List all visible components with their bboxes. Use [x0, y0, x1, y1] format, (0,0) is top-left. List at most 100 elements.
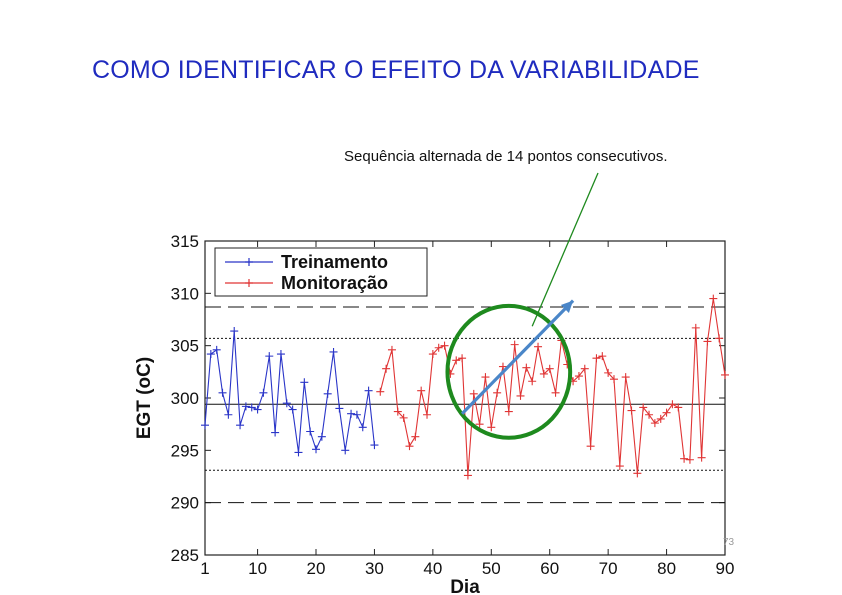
series-point	[580, 364, 589, 373]
y-tick-label: 315	[171, 232, 199, 251]
series-point	[201, 421, 209, 430]
series-point	[633, 469, 642, 478]
series-point	[241, 402, 250, 411]
y-tick-label: 310	[171, 284, 199, 303]
series-point	[230, 327, 239, 336]
y-axis-label: EGT (oC)	[134, 357, 155, 439]
series-point	[300, 378, 309, 387]
x-tick-label: 70	[599, 559, 618, 578]
trend-arrow-shaft	[460, 299, 575, 415]
series-point	[539, 369, 548, 378]
control-lines-layer	[205, 306, 725, 504]
series-point	[493, 388, 502, 397]
series-point	[586, 442, 595, 451]
series-point	[674, 403, 683, 412]
series-point	[428, 350, 437, 359]
series-point	[335, 404, 344, 413]
series-point	[498, 362, 507, 371]
series-point	[680, 454, 689, 463]
series-point	[341, 446, 350, 455]
series-point	[650, 419, 659, 428]
x-tick-label: 60	[540, 559, 559, 578]
series-point	[382, 364, 391, 373]
series-point	[271, 428, 280, 437]
series-point	[352, 410, 361, 419]
series-line-1	[379, 298, 726, 476]
series-point	[347, 409, 356, 418]
series-point	[376, 387, 385, 396]
series-point	[715, 334, 724, 343]
series-point	[662, 408, 671, 417]
series-point	[463, 471, 472, 480]
y-tick-label: 300	[171, 389, 199, 408]
trend-arrow-head	[560, 300, 574, 313]
series-point	[312, 445, 321, 454]
y-tick-label: 295	[171, 441, 199, 460]
series-point	[703, 337, 712, 346]
series-point	[604, 368, 613, 377]
annotations-layer	[445, 172, 599, 440]
series-point	[253, 405, 262, 414]
series-point	[609, 375, 618, 384]
series-point	[639, 403, 648, 412]
axes-layer: 285 290 295 300 305 310 315 1 10 20 30 40 50 60 70 80 90…	[134, 232, 734, 595]
series-point	[621, 373, 630, 382]
legend-label: Monitoração	[281, 273, 388, 293]
x-tick-label: 50	[482, 559, 501, 578]
series-point	[574, 372, 583, 381]
series-point	[417, 386, 426, 395]
x-tick-label: 30	[365, 559, 384, 578]
series-point	[370, 441, 379, 450]
legend-label: Treinamento	[281, 252, 388, 272]
highlight-circle	[445, 303, 573, 440]
series-point	[592, 354, 601, 363]
series-point	[627, 406, 636, 415]
callout-text: Sequência alternada de 14 pontos consecu…	[344, 148, 668, 165]
series-point	[405, 442, 414, 451]
series-point	[399, 413, 408, 422]
series-point	[697, 453, 706, 462]
y-tick-label: 285	[171, 546, 199, 565]
series-point	[551, 388, 560, 397]
series-point	[481, 373, 490, 382]
x-tick-label: 10	[248, 559, 267, 578]
callout-pointer-line	[531, 172, 599, 327]
y-tick-label: 305	[171, 337, 199, 356]
series-point	[434, 343, 443, 352]
series-point	[469, 389, 478, 398]
legend-swatch-marker	[245, 258, 253, 266]
series-point	[317, 432, 326, 441]
series-point	[615, 462, 624, 471]
x-tick-label: 80	[657, 559, 676, 578]
series-point	[323, 389, 332, 398]
series-point	[212, 345, 221, 354]
series-point	[387, 345, 396, 354]
series-point	[598, 352, 607, 361]
series-point	[411, 432, 420, 441]
legend-box	[214, 247, 428, 297]
series-point	[218, 388, 227, 397]
series-point	[510, 340, 519, 349]
series-point	[306, 427, 315, 436]
series-point	[685, 455, 694, 464]
series-point	[440, 341, 449, 350]
series-point	[458, 354, 467, 363]
series-point	[668, 400, 677, 409]
series-point	[423, 410, 432, 419]
series-point	[656, 414, 665, 423]
x-tick-label: 40	[423, 559, 442, 578]
series-point	[329, 347, 338, 356]
series-point	[276, 350, 285, 359]
series-line-0	[204, 330, 375, 453]
series-point	[206, 350, 215, 359]
series-point	[259, 388, 268, 397]
series-point	[504, 407, 513, 416]
series-point	[358, 423, 367, 432]
series-point	[528, 377, 537, 386]
series-point	[516, 391, 525, 400]
series-point	[282, 399, 291, 408]
series-point	[294, 448, 303, 457]
series-layer	[201, 294, 729, 480]
